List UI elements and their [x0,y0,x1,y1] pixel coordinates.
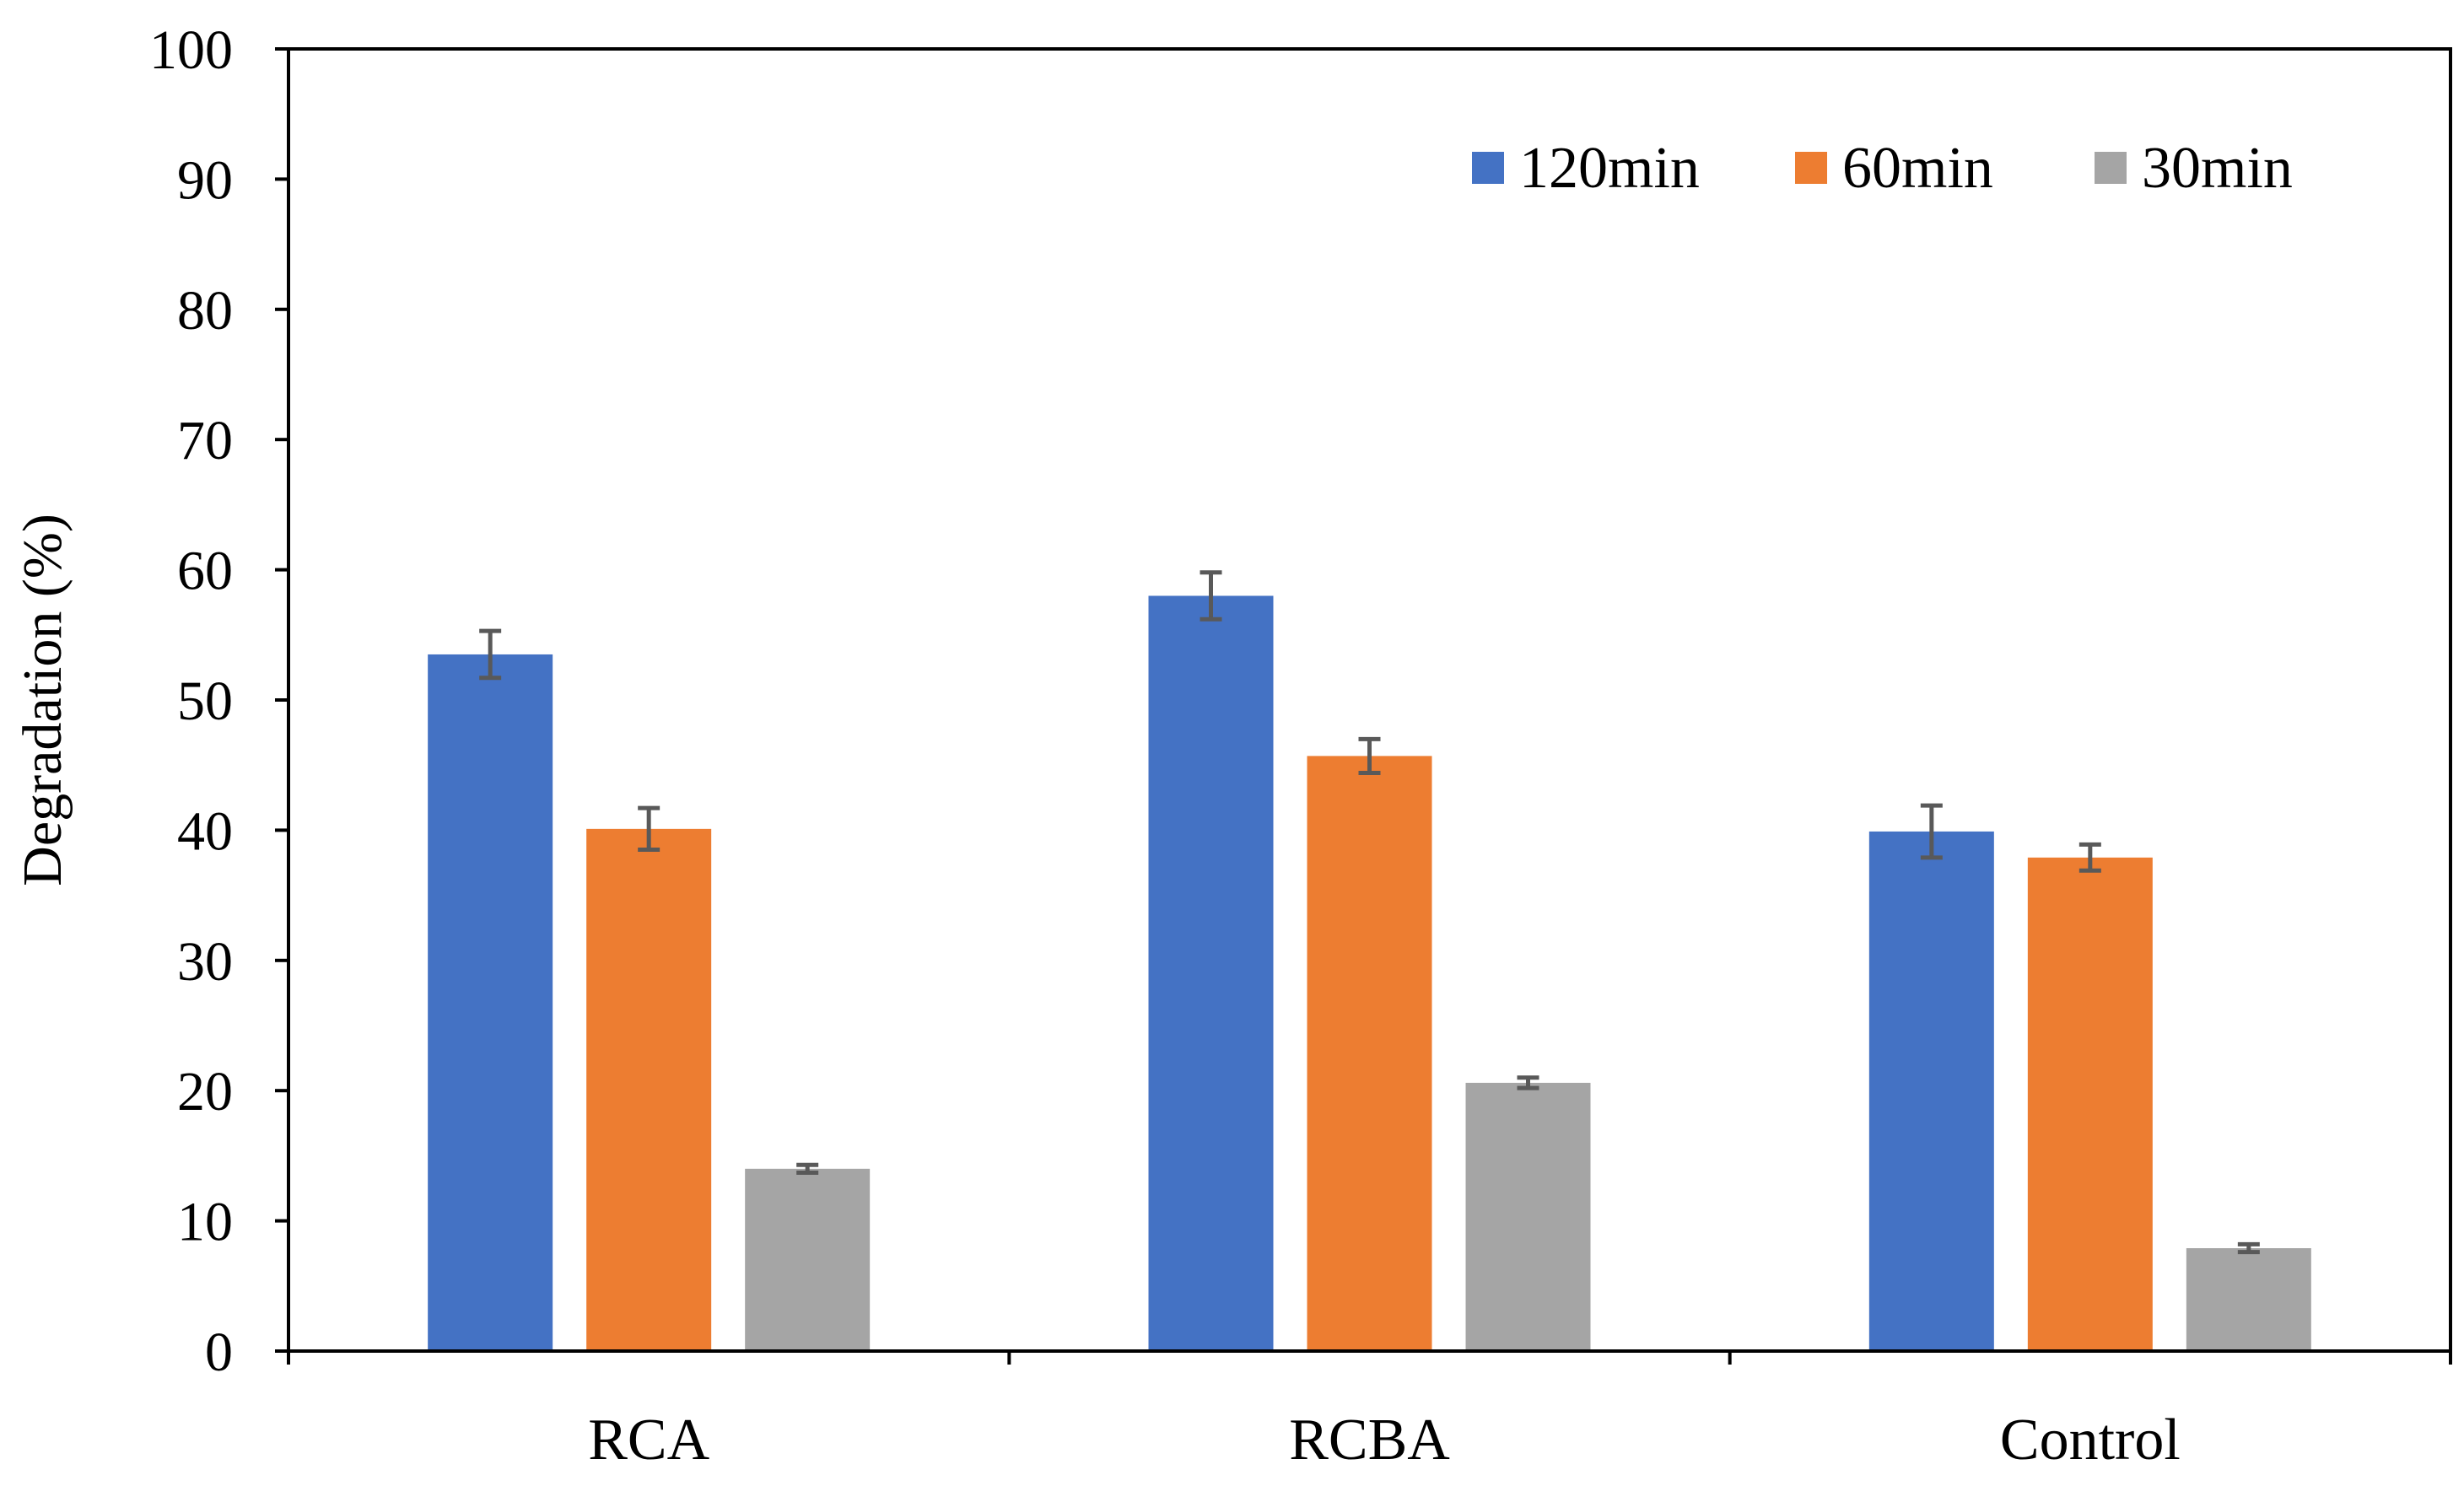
x-axis-category-labels: RCA RCBA Control [588,1408,2181,1473]
bar-120min-RCA [428,654,553,1351]
legend-label-120min: 120min [1519,136,1700,201]
y-axis-title: Degradation (%) [12,514,73,886]
legend-swatch-60min [1795,152,1827,184]
bars-layer [428,595,2311,1351]
legend-swatch-30min [2095,152,2127,184]
bar-60min-RCA [586,828,712,1351]
legend-label-60min: 60min [1842,136,1993,201]
bar-120min-RCBA [1148,595,1274,1351]
y-tick-label: 0 [205,1322,233,1383]
bar-30min-RCBA [1465,1082,1591,1351]
y-tick-label: 70 [177,410,233,471]
legend: 120min 60min 30min [1472,136,2293,201]
y-tick-label: 20 [177,1061,233,1123]
bar-30min-RCA [745,1168,871,1351]
y-tick-label: 50 [177,670,233,732]
x-category-label: RCBA [1289,1408,1450,1473]
y-tick-label: 40 [177,800,233,862]
y-tick-label: 80 [177,280,233,342]
x-category-label: Control [2000,1408,2181,1473]
y-tick-label: 90 [177,149,233,211]
bar-60min-RCBA [1307,756,1432,1351]
x-category-label: RCA [588,1408,709,1473]
y-tick-label: 10 [177,1192,233,1253]
y-tick-label: 30 [177,931,233,993]
legend-swatch-120min [1472,152,1504,184]
y-axis-ticks [275,47,288,1353]
error-bars-layer [479,570,2260,1255]
bar-60min-Control [2027,857,2153,1351]
legend-label-30min: 30min [2142,136,2293,201]
x-axis-ticks [287,1351,2452,1365]
bar-120min-Control [1868,831,1994,1351]
y-axis-tick-labels: 0 10 20 30 40 50 60 70 80 90 100 [149,19,233,1383]
y-tick-label: 60 [177,541,233,602]
y-tick-label: 100 [149,19,233,81]
bar-30min-Control [2186,1248,2311,1351]
